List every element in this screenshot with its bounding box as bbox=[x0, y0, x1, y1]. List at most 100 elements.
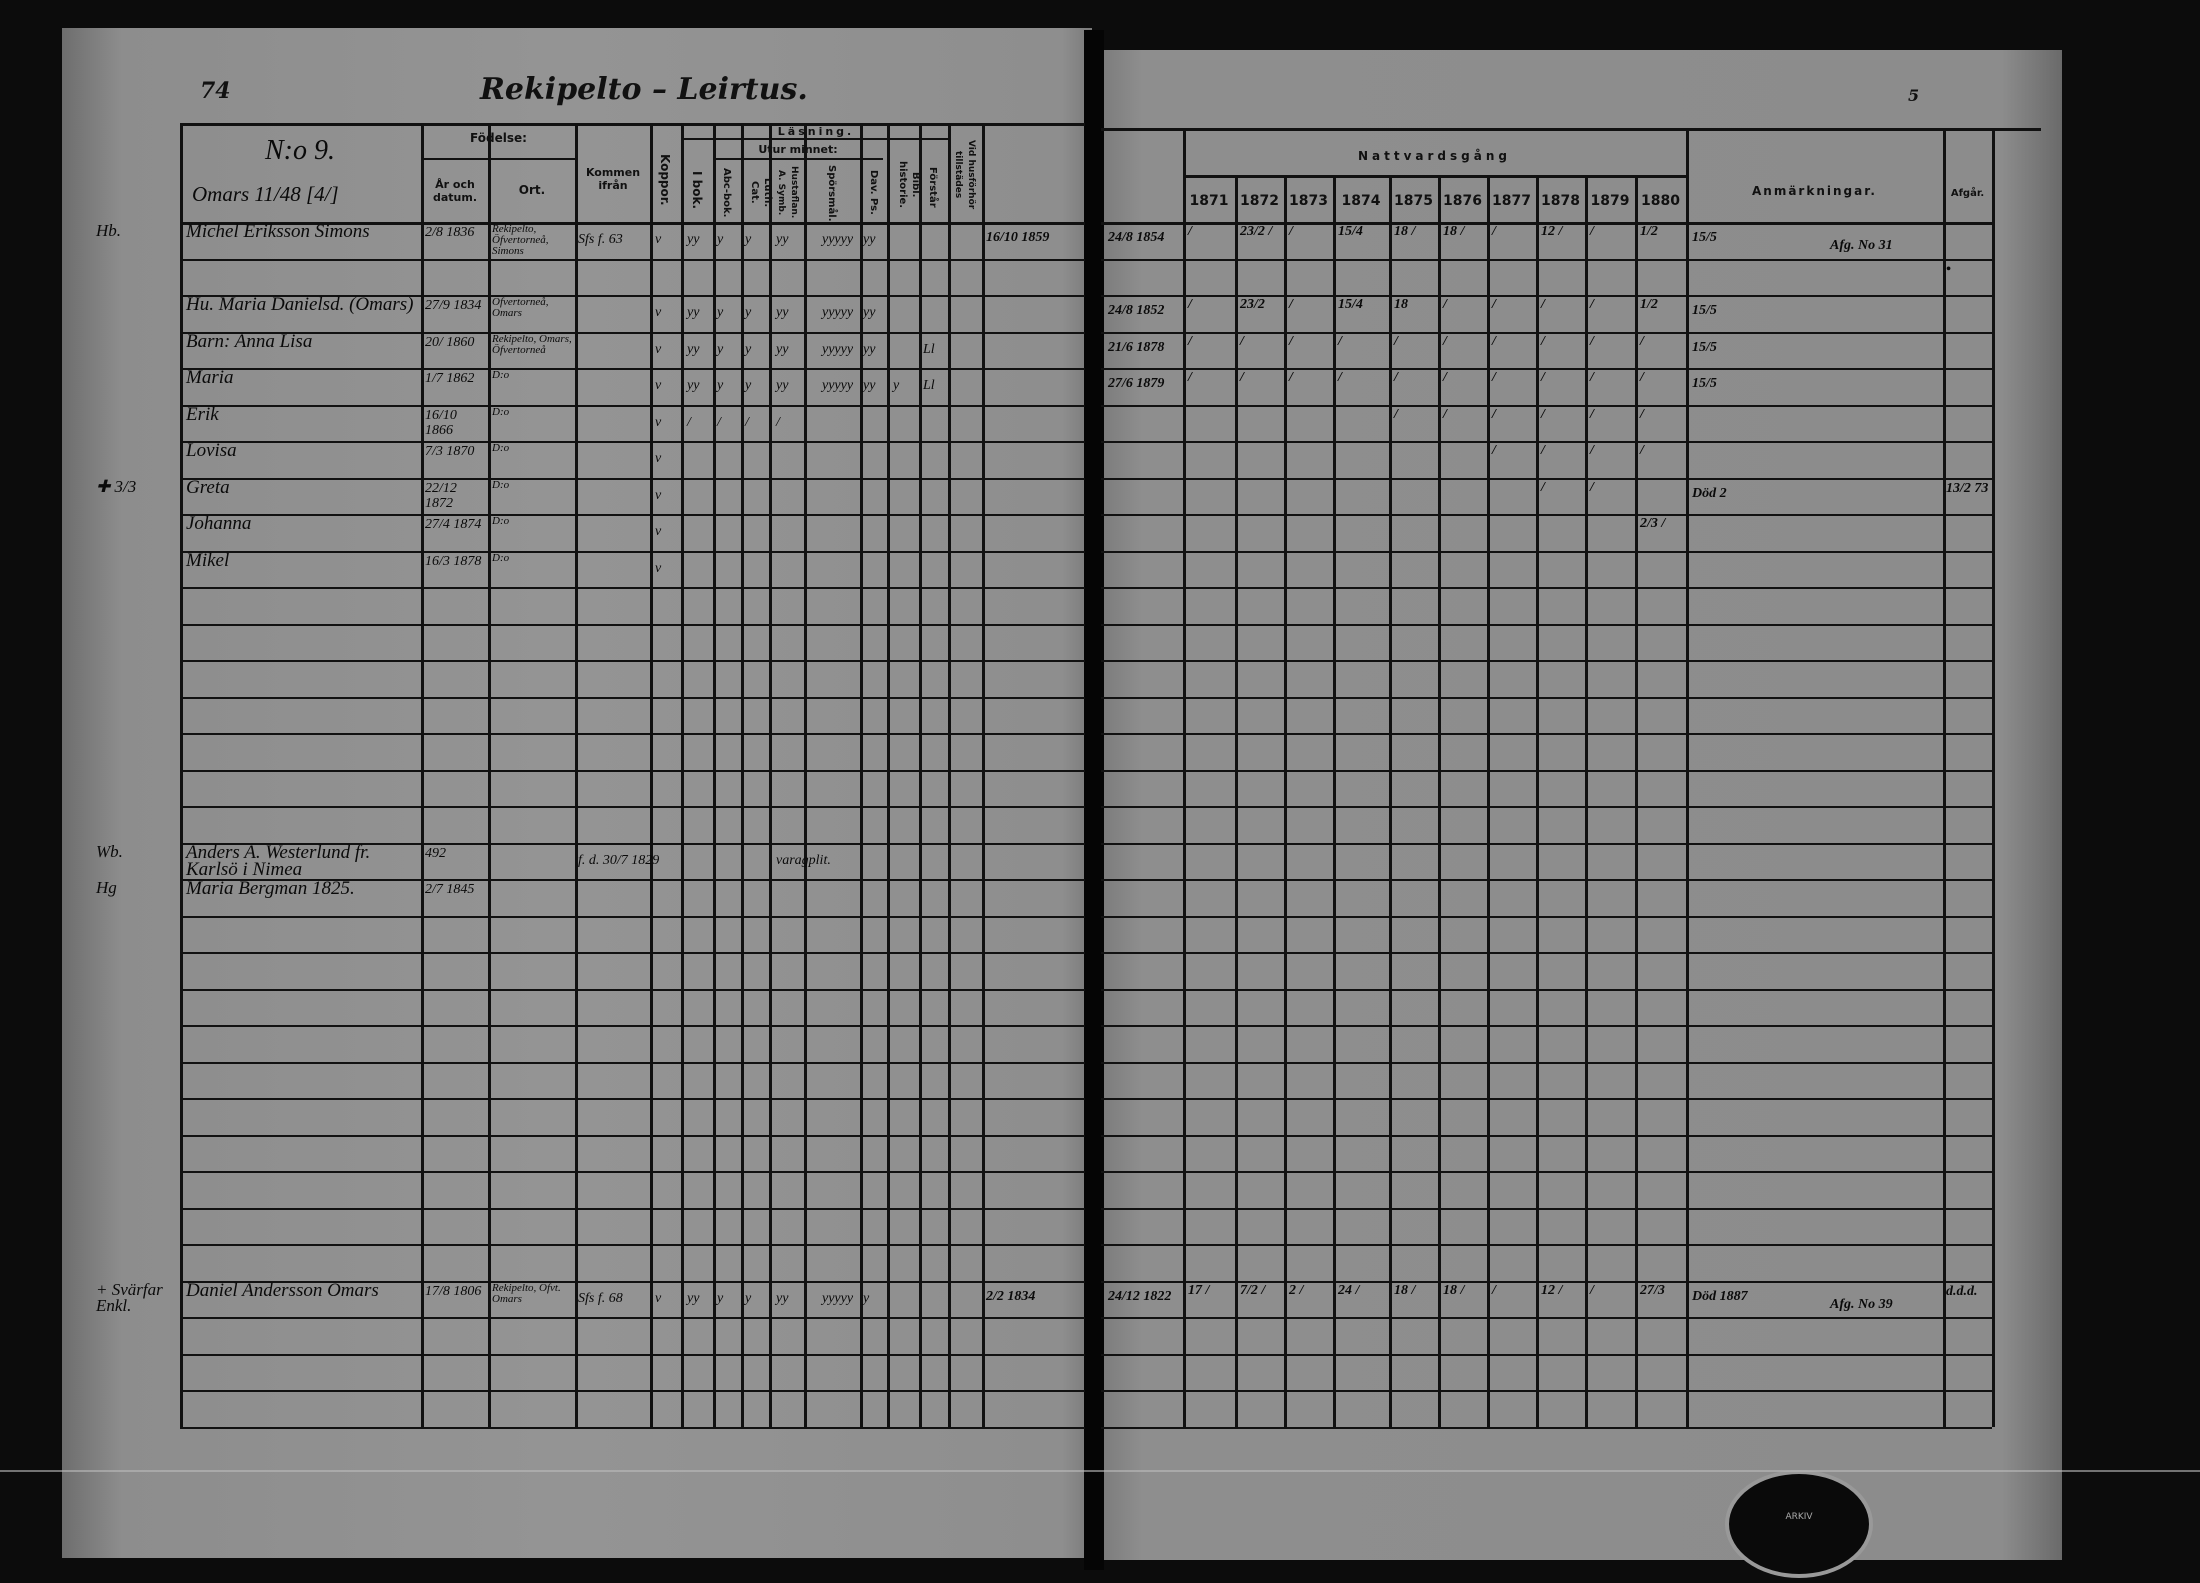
row-line bbox=[180, 660, 1085, 662]
header-smallpox: Koppor. bbox=[658, 154, 672, 206]
header-year: 1875 bbox=[1394, 193, 1433, 209]
column-line bbox=[919, 123, 922, 1427]
admission-date: 21/6 1878 bbox=[1108, 339, 1165, 355]
communion-mark: / bbox=[1590, 370, 1594, 385]
column-line bbox=[681, 123, 684, 1427]
reading-mark: v bbox=[655, 451, 662, 466]
header-birth-date: År och datum. bbox=[432, 178, 478, 204]
birth-place: Rekipelto, Öfvt. Omars bbox=[492, 1281, 561, 1305]
communion-mark: / bbox=[1394, 370, 1398, 385]
row-line bbox=[180, 1280, 1085, 1283]
communion-mark: 23/2 / bbox=[1240, 224, 1273, 239]
row-line bbox=[1101, 842, 1992, 845]
birth-date: 17/8 1806 bbox=[425, 1283, 482, 1299]
reading-mark: y bbox=[893, 378, 900, 393]
person-name: Johanna bbox=[186, 513, 252, 534]
book-gutter bbox=[1084, 30, 1104, 1570]
communion-mark: / bbox=[1590, 297, 1594, 312]
birth-date: 492 bbox=[425, 845, 446, 861]
row-line bbox=[180, 842, 1085, 845]
communion-mark: / bbox=[1394, 406, 1398, 422]
remarks-secondary: Afg. No 39 bbox=[1830, 1296, 1893, 1312]
reading-mark: y bbox=[745, 1290, 752, 1306]
header-reading: Läsning. bbox=[777, 125, 855, 138]
page-number-right: 5 bbox=[1908, 86, 1920, 105]
communion-mark: / bbox=[1590, 224, 1594, 239]
row-line bbox=[1101, 1353, 1992, 1356]
admission-date: 24/8 1854 bbox=[1108, 230, 1165, 245]
row-line bbox=[180, 550, 1085, 553]
row-line bbox=[1101, 696, 1992, 699]
reading-mark: v bbox=[655, 1290, 662, 1306]
birth-date: 16/10 1866 bbox=[425, 407, 457, 438]
row-line bbox=[1101, 806, 1992, 808]
row-line bbox=[180, 404, 1085, 407]
row-line bbox=[180, 368, 1085, 370]
row-line bbox=[180, 1171, 1085, 1173]
header-hustaflan: Hustaflan. A. Symb. bbox=[776, 166, 799, 219]
reading-mark: yy bbox=[687, 305, 700, 320]
reading-mark: v bbox=[655, 414, 662, 430]
communion-mark: / bbox=[1541, 479, 1545, 495]
present-date: 2/2 1834 bbox=[986, 1288, 1036, 1304]
reading-mark: y bbox=[863, 1290, 870, 1306]
header-year: 1880 bbox=[1641, 193, 1680, 209]
header-year: 1877 bbox=[1492, 193, 1531, 209]
reading-mark: yy bbox=[776, 305, 789, 320]
column-line bbox=[650, 123, 653, 1427]
row-line bbox=[180, 1025, 1085, 1027]
communion-mark: / bbox=[1240, 333, 1244, 349]
row-line bbox=[1101, 1134, 1992, 1137]
communion-mark: 18 / bbox=[1443, 224, 1465, 239]
row-line bbox=[1101, 1171, 1992, 1173]
communion-mark: 12 / bbox=[1541, 224, 1563, 239]
came-from: Sfs f. 68 bbox=[578, 1290, 623, 1306]
header-year: 1871 bbox=[1189, 193, 1229, 209]
header-by-heart: Utur minnet: bbox=[758, 143, 838, 156]
page-number-left: 74 bbox=[200, 78, 231, 104]
reading-mark: y bbox=[745, 305, 752, 320]
communion-mark: / bbox=[1492, 370, 1496, 385]
remarks: 15/5 bbox=[1692, 339, 1717, 355]
birth-date: 7/3 1870 bbox=[425, 444, 475, 459]
header-present: Vid husförhör tillstädes bbox=[953, 140, 976, 210]
communion-mark: 27/3 bbox=[1640, 1282, 1665, 1298]
communion-mark: / bbox=[1338, 333, 1342, 349]
row-line bbox=[180, 477, 1085, 480]
right-header-bottom-border bbox=[1101, 222, 1992, 225]
column-line bbox=[860, 123, 863, 1427]
person-name: Lovisa bbox=[186, 440, 237, 461]
row-line bbox=[180, 441, 1085, 443]
row-line bbox=[180, 988, 1085, 991]
communion-mark: / bbox=[1492, 224, 1496, 239]
table-top-border bbox=[180, 123, 1085, 126]
person-name: Maria bbox=[186, 367, 234, 388]
column-line bbox=[488, 123, 491, 1427]
row-line bbox=[180, 879, 1085, 881]
row-line bbox=[1101, 331, 1992, 334]
row-line bbox=[1101, 733, 1992, 735]
header-year: 1878 bbox=[1541, 193, 1580, 209]
reading-mark: / bbox=[776, 414, 780, 430]
birth-place: D:o bbox=[492, 369, 510, 381]
communion-mark: / bbox=[1289, 370, 1293, 385]
row-line bbox=[180, 295, 1085, 297]
person-name: Maria Bergman 1825. bbox=[186, 878, 355, 899]
column-line bbox=[1992, 128, 1995, 1427]
reading-mark: yy bbox=[687, 232, 700, 247]
row-line bbox=[1101, 915, 1992, 918]
communion-mark: 18 / bbox=[1394, 1282, 1416, 1298]
communion-mark: 18 bbox=[1394, 297, 1408, 312]
communion-mark: 7/2 / bbox=[1240, 1282, 1266, 1298]
communion-mark: / bbox=[1443, 297, 1447, 312]
column-line bbox=[1235, 175, 1238, 1427]
row-line bbox=[1101, 879, 1992, 881]
birth-date: 16/3 1878 bbox=[425, 553, 482, 569]
reading-mark: v bbox=[655, 487, 662, 503]
row-margin-note: ✚ 3/3 bbox=[96, 476, 137, 496]
birth-date: 27/9 1834 bbox=[425, 298, 482, 313]
column-line bbox=[1389, 175, 1392, 1427]
header-catechism: Luth. Cat. bbox=[749, 177, 773, 208]
departed: d.d.d. bbox=[1946, 1283, 1978, 1299]
header-understands: Förstår bbox=[927, 167, 938, 208]
